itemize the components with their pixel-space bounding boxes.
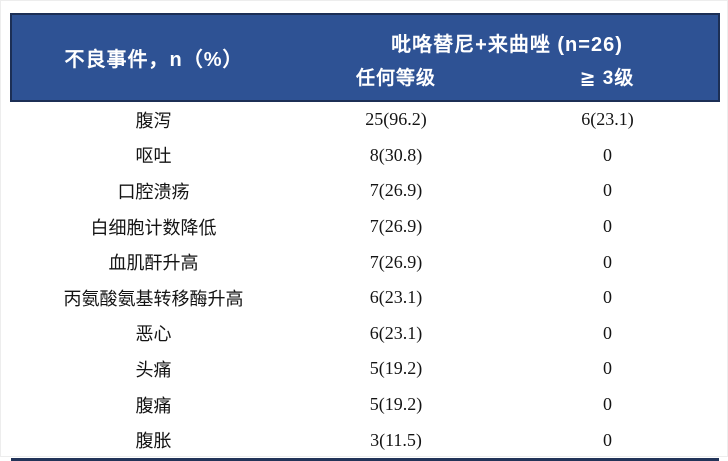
event-name: 腹痛 — [135, 395, 172, 416]
any-grade-value: 25(96.2) — [365, 109, 427, 130]
event-name: 血肌酐升高 — [108, 253, 199, 274]
grade3-value: 0 — [603, 322, 612, 343]
grade3-value: 6(23.1) — [581, 109, 634, 130]
grade3-value: 0 — [603, 394, 612, 415]
grade3-value: 0 — [603, 287, 612, 308]
any-grade-value: 7(26.9) — [369, 180, 423, 201]
header-row-sub: 任何等级 ≧ 3级 — [11, 59, 721, 102]
event-name: 腹胀 — [11, 422, 296, 461]
grade3-value: 0 — [603, 180, 612, 201]
any-grade-value: 7(26.9) — [369, 216, 423, 237]
table-row: 丙氨酸氨基转移酶升高 6(23.1) 0 — [11, 280, 719, 316]
any-grade-value: 8(30.8) — [369, 144, 423, 165]
table-row: 腹泻 25(96.2) 6(23.1) — [11, 101, 719, 138]
table-row: 白细胞计数降低 7(26.9) 0 — [11, 209, 719, 245]
grade3-value: 0 — [603, 144, 612, 165]
table-body: 腹泻 25(96.2) 6(23.1) 呕吐 8(30.8) 0 口腔溃疡 7(… — [11, 101, 720, 461]
event-name: 口腔溃疡 — [117, 181, 190, 202]
grade3-value: 0 — [496, 422, 720, 461]
event-name: 腹泻 — [135, 110, 172, 131]
column-header-grade3-plus: ≧ 3级 — [496, 59, 721, 102]
table-header: 不良事件，n（%） 吡咯替尼+来曲唑 (n=26) 任何等级 ≧ 3级 — [10, 13, 721, 102]
event-name: 呕吐 — [135, 146, 172, 167]
any-grade-value: 7(26.9) — [369, 251, 423, 272]
any-grade-value: 6(23.1) — [369, 322, 423, 343]
any-grade-value: 5(19.2) — [369, 394, 423, 415]
table-row: 呕吐 8(30.8) 0 — [11, 138, 719, 174]
table-row: 腹胀 3(11.5) 0 — [11, 422, 720, 461]
event-name: 头痛 — [135, 359, 172, 380]
header-row-group: 不良事件，n（%） 吡咯替尼+来曲唑 (n=26) — [10, 13, 721, 102]
adverse-events-table: 不良事件，n（%） 吡咯替尼+来曲唑 (n=26) 任何等级 ≧ 3级 腹泻 2… — [10, 13, 721, 461]
grade3-value: 0 — [603, 251, 612, 272]
table-row: 血肌酐升高 7(26.9) 0 — [11, 244, 719, 280]
grade3-value: 0 — [603, 358, 612, 379]
table-row: 口腔溃疡 7(26.9) 0 — [11, 173, 719, 209]
table-row: 腹痛 5(19.2) 0 — [11, 387, 719, 423]
event-name: 恶心 — [135, 324, 172, 345]
column-header-adverse-event: 不良事件，n（%） — [10, 13, 296, 102]
table-row: 头痛 5(19.2) 0 — [11, 351, 719, 387]
event-name: 丙氨酸氨基转移酶升高 — [63, 288, 244, 309]
column-header-any-grade: 任何等级 — [296, 59, 496, 102]
any-grade-value: 5(19.2) — [369, 358, 423, 379]
any-grade-value: 6(23.1) — [369, 287, 423, 308]
table-row: 恶心 6(23.1) 0 — [11, 316, 719, 352]
column-group-header-treatment: 吡咯替尼+来曲唑 (n=26) — [296, 13, 721, 59]
any-grade-value: 3(11.5) — [296, 422, 496, 461]
event-name: 白细胞计数降低 — [90, 217, 217, 238]
grade3-value: 0 — [603, 216, 612, 237]
